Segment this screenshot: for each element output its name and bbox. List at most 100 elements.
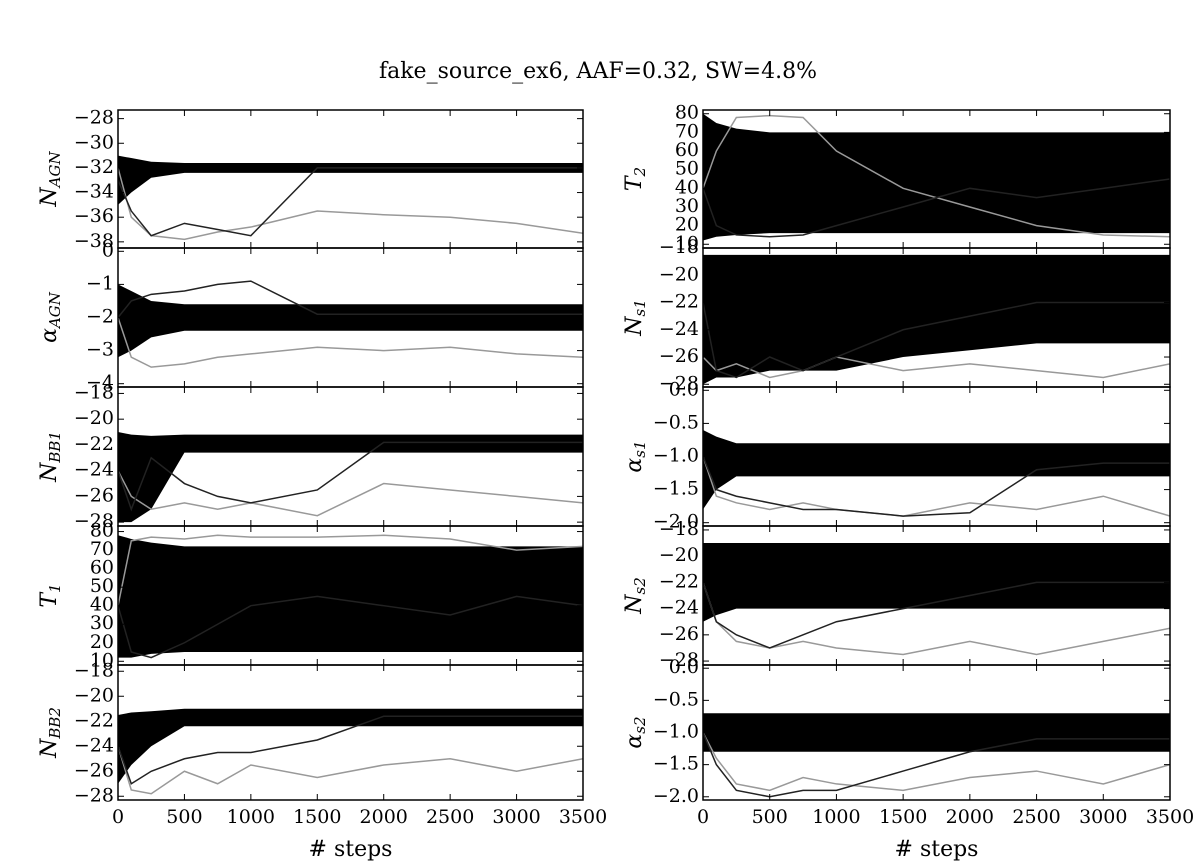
trace-line [118, 534, 583, 606]
y-label-main: T [622, 174, 647, 191]
plot-area [118, 432, 583, 523]
y-tick-label: −24 [74, 459, 114, 481]
trace-band [703, 713, 1170, 752]
x-tick-label: 2500 [426, 806, 474, 828]
y-tick-label: 0.0 [669, 656, 699, 678]
x-tick-label: 500 [166, 806, 202, 828]
y-label-sub: 1 [46, 583, 64, 593]
x-tick-label: 500 [752, 806, 788, 828]
x-tick-label: 1000 [812, 806, 860, 828]
trace-band [703, 254, 1170, 385]
y-tick-label: −24 [74, 734, 114, 756]
y-tick-label: −18 [659, 518, 699, 540]
trace-line [118, 441, 583, 512]
plot-area [118, 280, 583, 368]
y-tick-label: −20 [74, 407, 114, 429]
y-tick-label: 10 [675, 232, 699, 254]
y-tick-label: 20 [675, 214, 699, 236]
y-label-sub: s1 [631, 440, 649, 457]
trace-band [703, 430, 1170, 510]
y-label-sub: BB1 [46, 431, 64, 464]
axes-frame [117, 664, 584, 801]
y-label-main: α [622, 458, 647, 473]
y-tick-label: −20 [659, 544, 699, 566]
y-tick-label: 0 [102, 239, 114, 261]
x-tick-label: 2500 [1012, 806, 1060, 828]
x-tick-label: 3000 [1079, 806, 1127, 828]
y-label-sub: AGN [46, 291, 64, 330]
plot-area [118, 155, 583, 241]
plot-area [703, 430, 1170, 517]
axes-frame [117, 386, 584, 527]
trace-line [703, 178, 1170, 238]
trace-line [118, 167, 583, 241]
y-tick-label: 80 [90, 520, 114, 542]
y-tick-label: 40 [90, 594, 114, 616]
y-tick-label: −30 [74, 131, 114, 153]
y-axis-label: αAGN [37, 291, 64, 343]
y-tick-label: −24 [659, 318, 699, 340]
y-tick-label: 50 [675, 158, 699, 180]
y-tick-label: 30 [675, 195, 699, 217]
axes-frame [117, 109, 584, 249]
y-label-main: T [37, 591, 62, 608]
y-tick-label: 10 [90, 649, 114, 671]
plot-area [118, 708, 583, 795]
y-tick-label: −26 [659, 345, 699, 367]
y-tick-label: 60 [675, 139, 699, 161]
x-tick-label: 1000 [227, 806, 275, 828]
y-label-main: N [37, 738, 62, 759]
figure-title: fake_source_ex6, AAF=0.32, SW=4.8% [379, 59, 817, 84]
y-label-sub: s2 [631, 577, 649, 594]
y-tick-label: −0.5 [653, 411, 699, 433]
y-label-main: N [622, 594, 647, 615]
y-tick-label: 40 [675, 176, 699, 198]
y-label-main: α [37, 328, 62, 343]
trace-band [703, 543, 1170, 622]
x-tick-label: 1500 [293, 806, 341, 828]
y-tick-label: 0.0 [669, 378, 699, 400]
y-tick-label: 70 [90, 538, 114, 560]
plot-area [703, 113, 1170, 241]
trace-band [118, 535, 583, 658]
y-tick-label: −1.0 [653, 721, 699, 743]
y-tick-label: −20 [74, 684, 114, 706]
y-axis-label: NAGN [37, 151, 64, 208]
y-tick-label: −34 [74, 181, 114, 203]
plot-area [118, 534, 583, 659]
y-axis-label: T2 [622, 167, 649, 191]
y-tick-label: −1 [86, 272, 114, 294]
plot-area [703, 543, 1170, 656]
y-axis-label: αs2 [622, 716, 649, 748]
trace-line [703, 581, 1170, 649]
y-tick-label: 30 [90, 612, 114, 634]
y-axis-label: Ns2 [622, 577, 649, 615]
y-tick-label: 50 [90, 575, 114, 597]
trace-line [703, 114, 1170, 238]
y-tick-label: −22 [659, 570, 699, 592]
trace-band [118, 155, 583, 205]
y-tick-label: −26 [74, 484, 114, 506]
y-tick-label: 60 [90, 557, 114, 579]
trace-line [118, 317, 583, 368]
y-label-sub: AGN [46, 151, 64, 190]
trace-line [118, 280, 583, 318]
plot-area [703, 254, 1170, 385]
x-tick-label: 2000 [946, 806, 994, 828]
y-tick-label: −22 [659, 291, 699, 313]
y-tick-label: −0.5 [653, 688, 699, 710]
y-label-sub: s2 [631, 716, 649, 733]
y-tick-label: −4 [86, 372, 114, 394]
x-tick-label: 2000 [360, 806, 408, 828]
y-tick-label: −28 [659, 372, 699, 394]
trace-band [703, 113, 1170, 241]
y-tick-label: −18 [659, 236, 699, 258]
y-tick-label: −32 [74, 156, 114, 178]
y-tick-label: −26 [74, 759, 114, 781]
y-tick-label: −2.0 [653, 785, 699, 807]
y-label-sub: 2 [631, 167, 649, 178]
y-tick-label: −2 [86, 306, 114, 328]
trace-line [703, 582, 1170, 656]
y-tick-label: −26 [659, 623, 699, 645]
trace-line [118, 595, 583, 659]
